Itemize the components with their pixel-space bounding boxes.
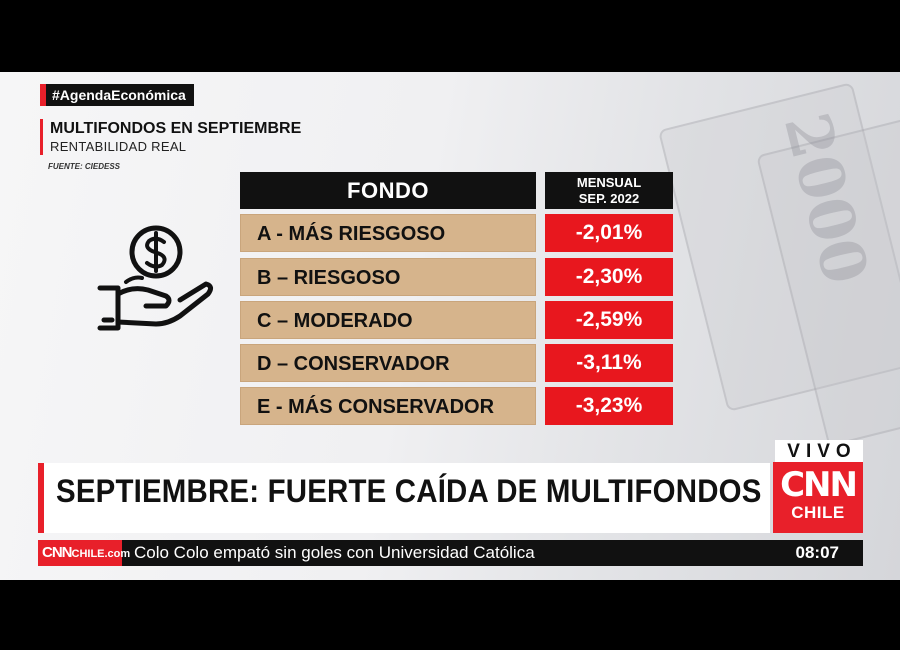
fund-name-e: E - MÁS CONSERVADOR	[240, 387, 536, 425]
ticker-time: 08:07	[795, 543, 839, 562]
hand-holding-dollar-coin-icon	[96, 224, 218, 334]
fund-name-b: B – RIESGOSO	[240, 258, 536, 296]
logo-region: CHILE	[791, 503, 845, 522]
logo-brand: CNN	[780, 465, 858, 505]
fund-name-d: D – CONSERVADOR	[240, 344, 536, 382]
news-ticker: CNNCHILE.com Colo Colo empató sin goles …	[38, 540, 863, 566]
hashtag-tag: #AgendaEconómica	[40, 84, 194, 106]
ticker-text: Colo Colo empató sin goles con Universid…	[134, 543, 535, 562]
graphic-subtitle: RENTABILIDAD REAL	[50, 139, 187, 154]
headline-text: SEPTIEMBRE: FUERTE CAÍDA DE MULTIFONDOS	[56, 473, 762, 509]
ticker-logo-brand: CNN	[42, 544, 72, 561]
live-badge: VIVO	[775, 440, 863, 464]
table-header-mensual-line1: MENSUAL	[576, 175, 642, 190]
headline-bar: SEPTIEMBRE: FUERTE CAÍDA DE MULTIFONDOS	[38, 463, 770, 533]
fund-name-c: C – MODERADO	[240, 301, 536, 339]
ticker-logo-suffix: CHILE.com	[71, 548, 131, 560]
table-header-fondo: FONDO	[240, 172, 536, 209]
graphic-title-block: MULTIFONDOS EN SEPTIEMBRE RENTABILIDAD R…	[40, 119, 301, 155]
fund-return-b: -2,30%	[545, 258, 673, 296]
source-note: FUENTE: CIEDESS	[48, 162, 121, 171]
table-header-mensual-line2: SEP. 2022	[578, 191, 640, 206]
table-header-mensual: MENSUAL SEP. 2022	[545, 172, 673, 209]
graphic-title: MULTIFONDOS EN SEPTIEMBRE	[50, 120, 302, 137]
fund-return-d: -3,11%	[545, 344, 673, 382]
fund-return-a: -2,01%	[545, 214, 673, 252]
fund-name-a: A - MÁS RIESGOSO	[240, 214, 536, 252]
fund-return-e: -3,23%	[545, 387, 673, 425]
cnn-chile-logo: CNN CHILE	[773, 462, 863, 533]
hashtag-label: #AgendaEconómica	[46, 84, 194, 106]
ticker-logo: CNNCHILE.com	[38, 540, 130, 566]
fund-return-c: -2,59%	[545, 301, 673, 339]
